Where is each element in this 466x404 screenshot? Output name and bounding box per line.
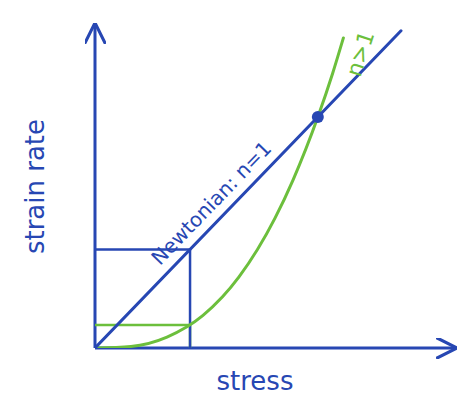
axis-line bbox=[94, 25, 97, 348]
series-label: Newtonian: n=1 bbox=[146, 136, 276, 269]
series-line bbox=[95, 31, 401, 348]
series-label: n>1 bbox=[341, 28, 379, 80]
series-line bbox=[95, 38, 343, 348]
x-axis-title: stress bbox=[217, 366, 294, 396]
y-axis bbox=[95, 25, 96, 348]
axis-line bbox=[95, 347, 455, 350]
guide-horizontal bbox=[95, 324, 190, 327]
intersection-point bbox=[312, 111, 324, 123]
x-axis bbox=[95, 348, 455, 349]
y-axis-title: strain rate bbox=[20, 119, 50, 254]
plot-area bbox=[95, 31, 401, 348]
guide-vertical bbox=[189, 249, 192, 348]
chart: n>1 Newtonian: n=1 stress strain rate bbox=[0, 0, 466, 404]
